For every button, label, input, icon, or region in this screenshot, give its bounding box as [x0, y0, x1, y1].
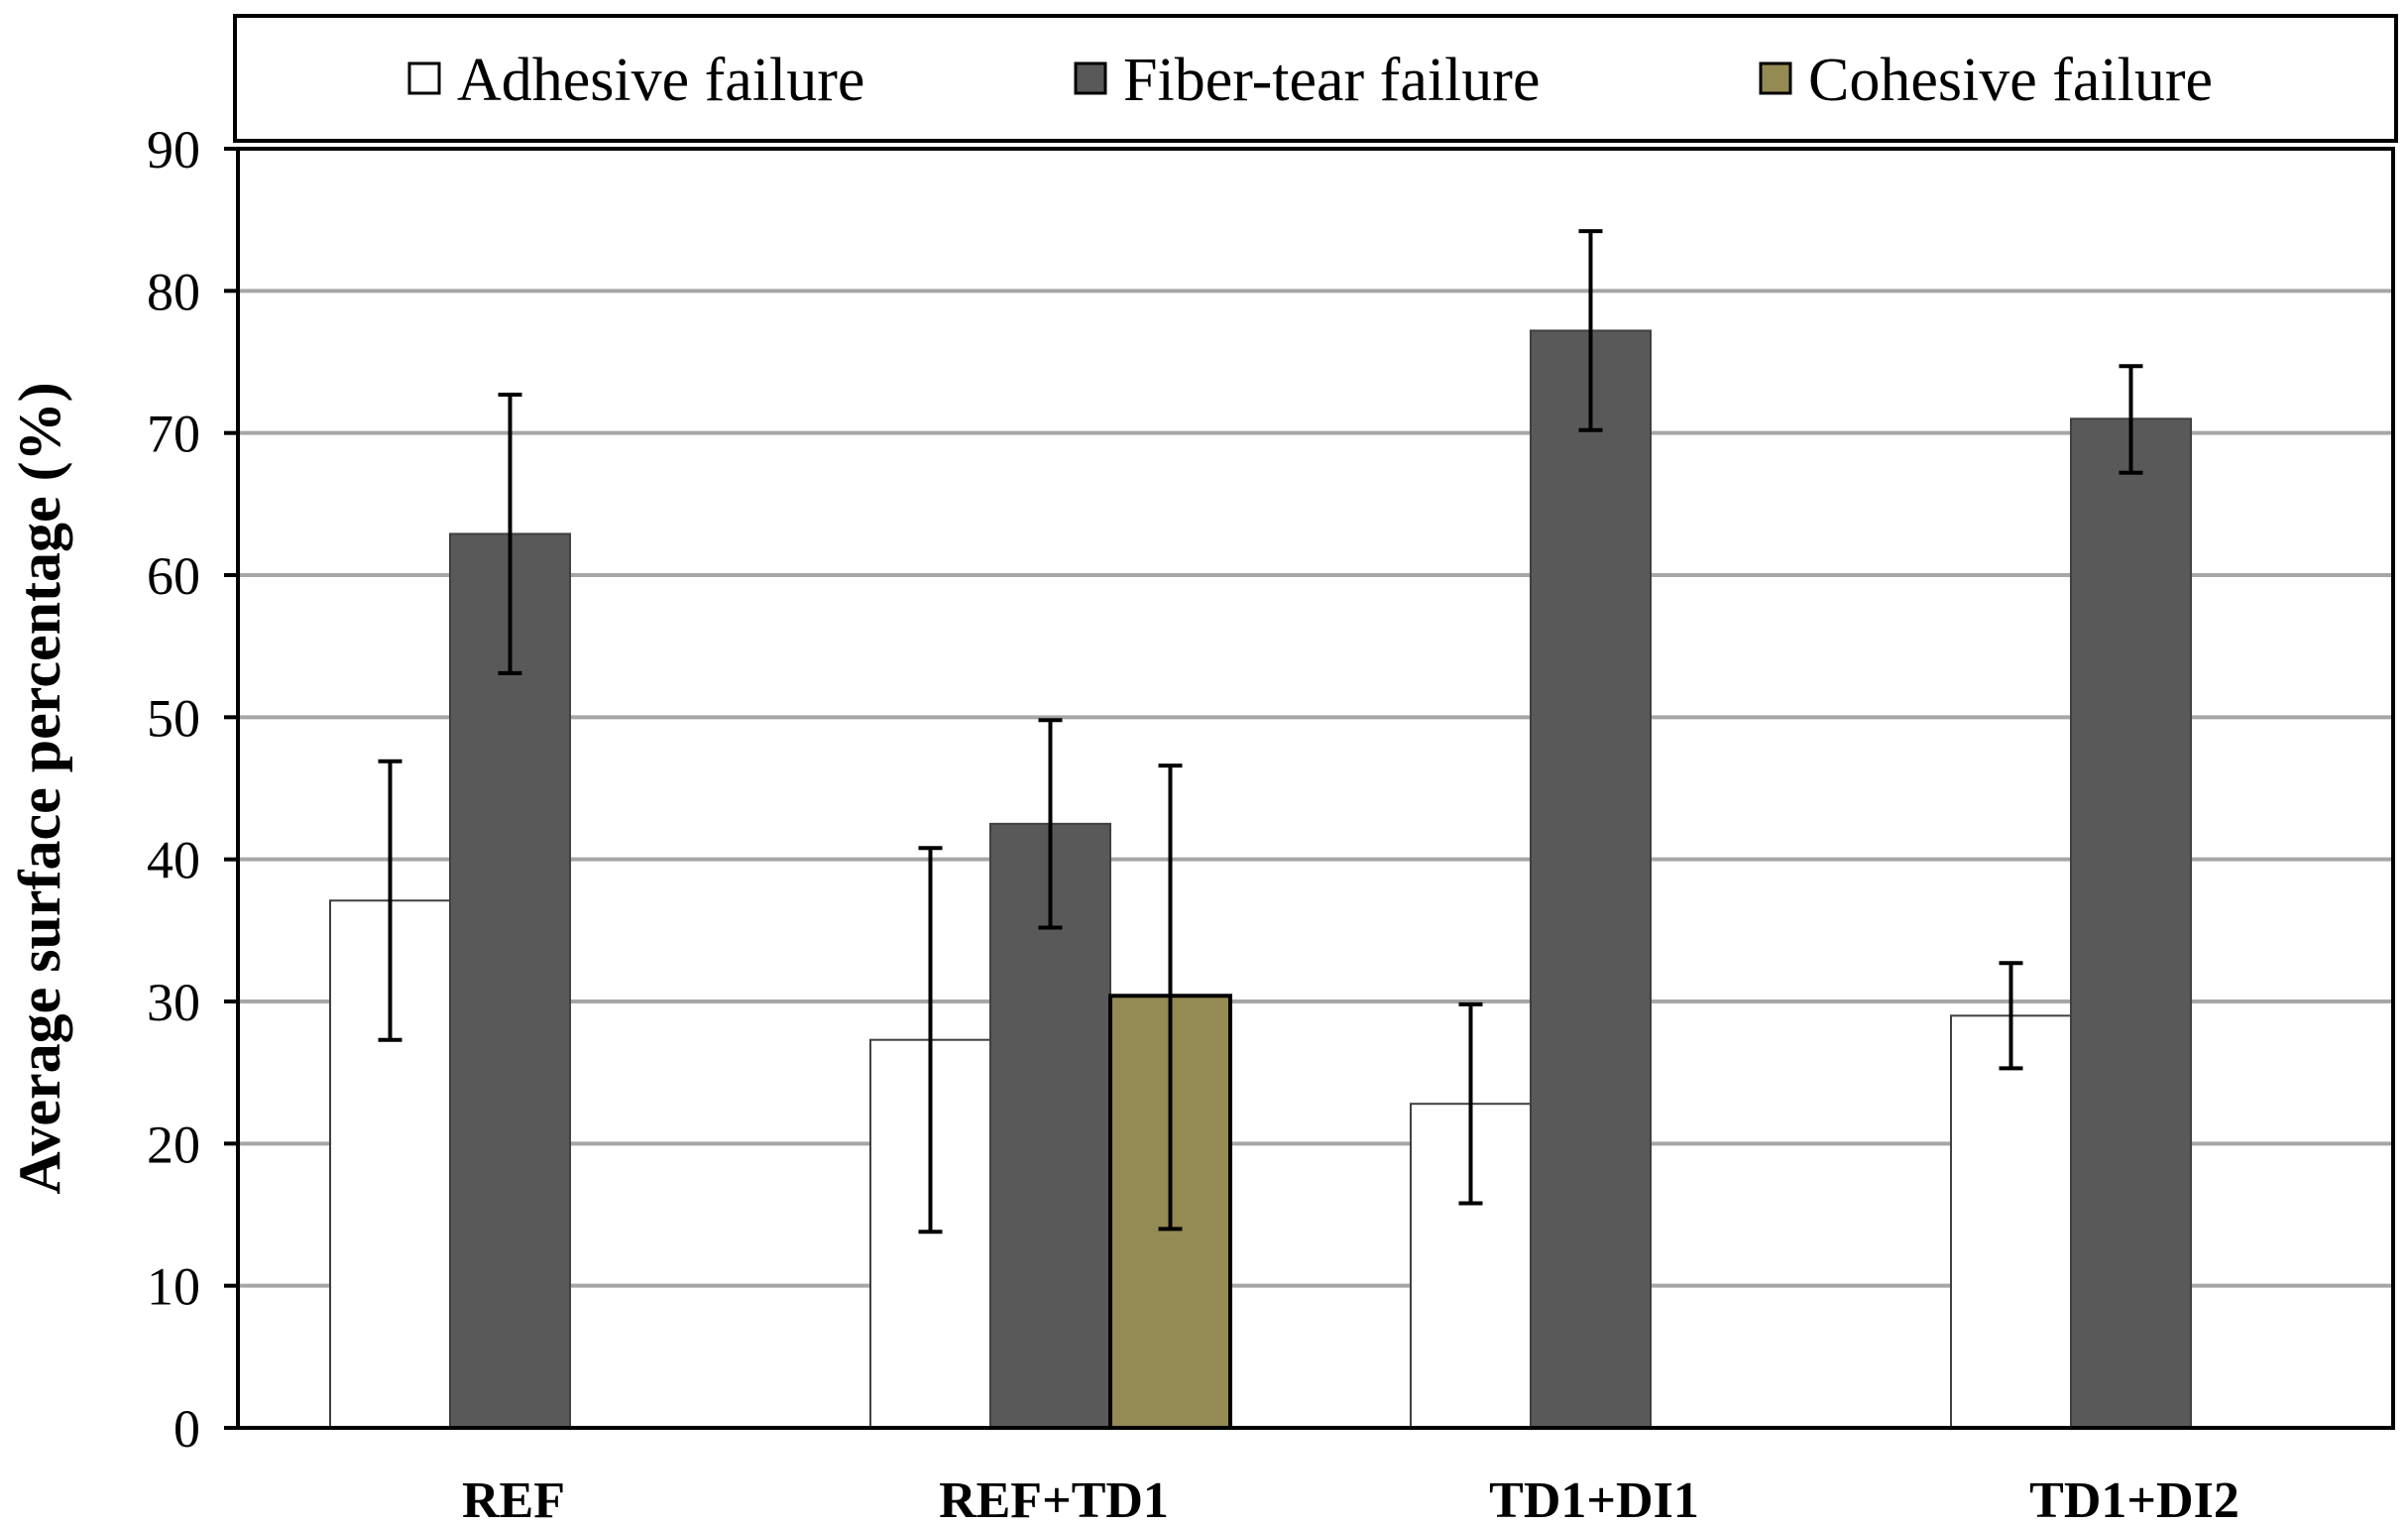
y-tick-label: 30 [147, 973, 200, 1032]
bar-fiber-tear-failure-td1-di2 [2070, 417, 2192, 1430]
y-axis-title: Average surface percentage (%) [7, 382, 72, 1194]
legend-box [233, 14, 2398, 143]
legend-label: Fiber-tear failure [1123, 47, 1540, 114]
legend: Adhesive failure Fiber-tear failure Cohesi… [407, 47, 2213, 114]
x-axis: REF REF+TD1 TD1+DI1 TD1+DI2 [462, 1472, 2239, 1528]
bars [329, 329, 2192, 1430]
legend-swatch [1759, 61, 1792, 95]
x-category-label: REF [462, 1472, 565, 1528]
error-bar [378, 759, 402, 1042]
error-bar [1458, 1001, 1483, 1206]
error-bar [1038, 718, 1063, 930]
y-tick-label: 10 [147, 1257, 200, 1317]
error-bars [378, 229, 2143, 1234]
legend-swatch [1074, 61, 1107, 95]
legend-swatch [407, 61, 441, 95]
plot-frame [236, 147, 2395, 1430]
bar-adhesive-failure-td1-di2 [1950, 1014, 2072, 1430]
error-bar [918, 846, 943, 1234]
x-category-label: REF+TD1 [939, 1472, 1169, 1528]
y-tick-label: 90 [147, 120, 200, 179]
y-axis: 0 10 20 30 40 50 60 70 80 90 [147, 120, 238, 1459]
y-tick-label: 40 [147, 831, 200, 890]
x-category-label: TD1+DI1 [1489, 1472, 1699, 1528]
y-tick-label: 70 [147, 405, 200, 464]
legend-label: Adhesive failure [457, 47, 864, 114]
error-bar [498, 392, 522, 675]
y-tick-label: 80 [147, 262, 200, 321]
y-tick-label: 60 [147, 546, 200, 606]
bar-fiber-tear-failure-ref [449, 532, 571, 1429]
error-bar [1158, 764, 1183, 1232]
y-tick-label: 50 [147, 688, 200, 748]
error-bar [1999, 961, 2023, 1071]
bar-fiber-tear-failure-td1-di1 [1530, 329, 1652, 1429]
error-bar [2119, 364, 2143, 475]
error-bar [1578, 229, 1603, 432]
y-tick-label: 20 [147, 1115, 200, 1174]
y-tick-label: 0 [173, 1399, 200, 1459]
x-category-label: TD1+DI2 [2029, 1472, 2239, 1528]
legend-label: Cohesive failure [1808, 47, 2213, 114]
